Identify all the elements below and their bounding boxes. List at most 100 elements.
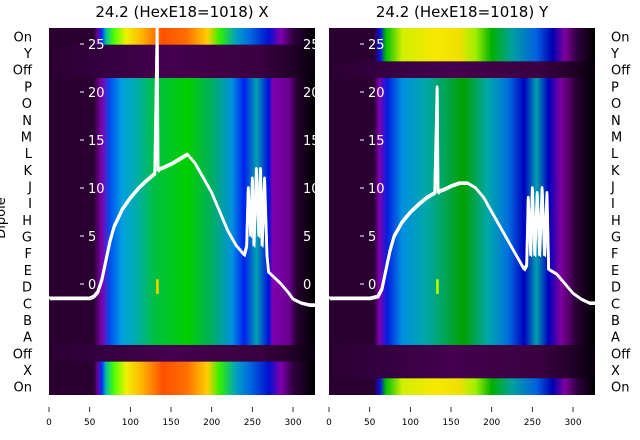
heatmap-row-l bbox=[329, 144, 595, 162]
row-label: L bbox=[611, 147, 619, 162]
trace-tick-label: 25 bbox=[88, 38, 105, 53]
panel-title: 24.2 (HexE18=1018) X bbox=[95, 3, 268, 21]
heatmap-row-k bbox=[329, 161, 595, 179]
heatmap-row-n bbox=[329, 111, 595, 129]
trace-tick-label-twin: 10 bbox=[303, 182, 320, 197]
row-label: M bbox=[611, 130, 622, 145]
heatmap-row-a bbox=[49, 328, 315, 346]
trace-tick-label-twin: 0 bbox=[303, 278, 311, 293]
heatmap-row-b bbox=[329, 311, 595, 329]
row-label: A bbox=[23, 331, 32, 346]
heatmap-row-c bbox=[329, 294, 595, 313]
row-label: D bbox=[611, 281, 621, 296]
x-tick-label: 50 bbox=[84, 418, 96, 428]
row-label: A bbox=[611, 331, 620, 346]
row-label: E bbox=[24, 264, 32, 279]
heatmap-row-i bbox=[329, 194, 595, 212]
row-label: On bbox=[611, 381, 629, 396]
x-tick-label: 200 bbox=[203, 418, 220, 428]
row-label: H bbox=[611, 214, 621, 229]
heatmap-row-on bbox=[329, 378, 595, 395]
heatmap-row-o bbox=[329, 94, 595, 112]
heatmap-row-a bbox=[329, 328, 595, 346]
row-label: Off bbox=[13, 64, 33, 79]
row-label: G bbox=[22, 231, 32, 246]
row-label: K bbox=[611, 164, 620, 179]
trace-tick-label: 20 bbox=[88, 86, 105, 101]
row-label: P bbox=[24, 80, 32, 95]
row-label: J bbox=[610, 180, 615, 195]
row-label: Y bbox=[610, 47, 619, 62]
heatmap-row-off bbox=[329, 344, 595, 363]
heatmap-row-h bbox=[329, 211, 595, 229]
row-label: K bbox=[23, 164, 32, 179]
row-label: P bbox=[611, 80, 619, 95]
row-label: L bbox=[25, 147, 33, 162]
heatmap-row-x bbox=[49, 361, 315, 379]
row-label: G bbox=[611, 231, 621, 246]
heatmap-row-f bbox=[329, 244, 595, 263]
heatmap-row-k bbox=[49, 161, 315, 179]
heatmap-row-p bbox=[49, 78, 315, 96]
x-tick-label: 0 bbox=[326, 418, 332, 428]
x-tick-label: 50 bbox=[364, 418, 376, 428]
heatmap-row-off bbox=[329, 61, 595, 79]
row-label: X bbox=[23, 364, 32, 379]
trace-tick-label-twin: 5 bbox=[303, 230, 311, 245]
row-label: H bbox=[22, 214, 32, 229]
row-label: Y bbox=[23, 47, 32, 62]
heatmap-row-on bbox=[49, 28, 315, 46]
trace-tick-label: 25 bbox=[368, 38, 385, 53]
heatmap-row-e bbox=[329, 261, 595, 279]
trace-tick-label: 5 bbox=[368, 230, 376, 245]
panel-x: 24.2 (HexE18=1018) X 0 0 5 5 10 10 15 15 20 20 25 25… bbox=[46, 3, 320, 428]
trace-tick-label-twin: 15 bbox=[303, 134, 320, 149]
trace-tick-label: 15 bbox=[368, 134, 385, 149]
row-label: C bbox=[23, 297, 32, 312]
row-label: Off bbox=[13, 347, 33, 362]
x-tick-label: 100 bbox=[122, 418, 139, 428]
y-axis-label: Dipole bbox=[0, 197, 9, 238]
row-label: On bbox=[14, 30, 32, 45]
row-label: N bbox=[22, 114, 32, 129]
row-label: O bbox=[22, 97, 32, 112]
panel-title: 24.2 (HexE18=1018) Y bbox=[376, 3, 549, 21]
heatmap-row-e bbox=[49, 261, 315, 279]
row-label: J bbox=[27, 180, 32, 195]
heatmap-row-f bbox=[49, 244, 315, 263]
trace-tick-label: 0 bbox=[88, 278, 96, 293]
heatmap-row-i bbox=[49, 194, 315, 212]
row-label: F bbox=[25, 247, 32, 262]
x-tick-label: 300 bbox=[564, 418, 581, 428]
row-label: E bbox=[611, 264, 619, 279]
x-tick-label: 150 bbox=[442, 418, 459, 428]
trace-tick-label: 20 bbox=[368, 86, 385, 101]
x-tick-label: 250 bbox=[244, 418, 261, 428]
row-label: Off bbox=[611, 64, 631, 79]
x-tick-label: 250 bbox=[524, 418, 541, 428]
heatmap-marker bbox=[156, 279, 159, 294]
heatmap-marker bbox=[436, 279, 439, 294]
heatmap-row-m bbox=[49, 128, 315, 146]
heatmap-row-l bbox=[49, 144, 315, 162]
trace-tick-label: 5 bbox=[88, 230, 96, 245]
heatmap-row-y bbox=[49, 44, 315, 62]
row-label: I bbox=[28, 197, 32, 212]
heatmap-row-j bbox=[329, 178, 595, 196]
row-label: D bbox=[22, 281, 32, 296]
heatmap-row-m bbox=[329, 128, 595, 146]
row-label: On bbox=[14, 381, 32, 396]
heatmap-row-d bbox=[329, 278, 595, 296]
x-tick-label: 100 bbox=[402, 418, 419, 428]
trace-line bbox=[49, 28, 315, 306]
trace-tick-label: 10 bbox=[88, 182, 105, 197]
x-tick-label: 300 bbox=[284, 418, 301, 428]
heatmap-row-off bbox=[49, 344, 315, 363]
heatmap-row-h bbox=[49, 211, 315, 229]
row-label: C bbox=[611, 297, 620, 312]
trace-tick-label: 0 bbox=[368, 278, 376, 293]
row-label: N bbox=[611, 114, 621, 129]
